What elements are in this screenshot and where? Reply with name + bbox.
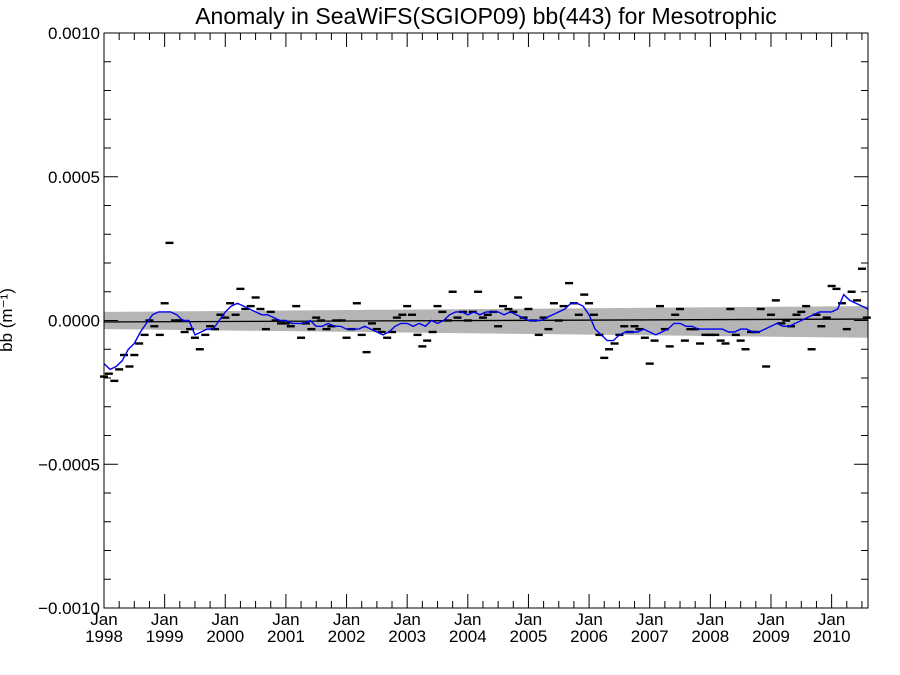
- x-tick-month-label: Jan: [333, 610, 360, 629]
- x-tick-year-label: 1999: [146, 627, 184, 646]
- x-tick-year-label: 2002: [328, 627, 366, 646]
- x-tick-month-label: Jan: [454, 610, 481, 629]
- x-tick-month-label: Jan: [818, 610, 845, 629]
- x-tick-year-label: 2000: [206, 627, 244, 646]
- x-tick-year-label: 2001: [267, 627, 305, 646]
- x-tick-year-label: 2005: [510, 627, 548, 646]
- x-tick-month-label: Jan: [636, 610, 663, 629]
- x-tick-year-label: 2006: [570, 627, 608, 646]
- x-tick-year-label: 2003: [388, 627, 426, 646]
- x-tick-year-label: 2008: [691, 627, 729, 646]
- y-tick-label: 0.0000: [48, 312, 100, 331]
- x-tick-month-label: Jan: [393, 610, 420, 629]
- smoothed-series-line: [103, 293, 869, 371]
- x-tick-month-label: Jan: [272, 610, 299, 629]
- x-tick-month-label: Jan: [90, 610, 117, 629]
- x-tick-year-label: 2010: [813, 627, 851, 646]
- x-tick-year-label: 2004: [449, 627, 487, 646]
- x-tick-year-label: 2009: [752, 627, 790, 646]
- x-tick-month-label: Jan: [697, 610, 724, 629]
- x-tick-month-label: Jan: [151, 610, 178, 629]
- x-tick-month-label: Jan: [757, 610, 784, 629]
- x-tick-year-label: 2007: [631, 627, 669, 646]
- x-tick-month-label: Jan: [515, 610, 542, 629]
- x-tick-month-label: Jan: [575, 610, 602, 629]
- y-tick-label: 0.0010: [48, 24, 100, 43]
- plot-area: [100, 241, 871, 383]
- y-tick-label: −0.0005: [38, 455, 100, 474]
- trend-line: [103, 318, 869, 323]
- y-tick-label: −0.0010: [38, 599, 100, 618]
- x-tick-month-label: Jan: [212, 610, 239, 629]
- y-axis-label: bb (m⁻¹): [0, 288, 16, 352]
- chart-title: Anomaly in SeaWiFS(SGIOP09) bb(443) for …: [195, 3, 777, 29]
- x-tick-year-label: 1998: [85, 627, 123, 646]
- axes: 0.00100.00050.0000−0.0005−0.0010Jan1998J…: [38, 24, 869, 646]
- y-tick-label: 0.0005: [48, 168, 100, 187]
